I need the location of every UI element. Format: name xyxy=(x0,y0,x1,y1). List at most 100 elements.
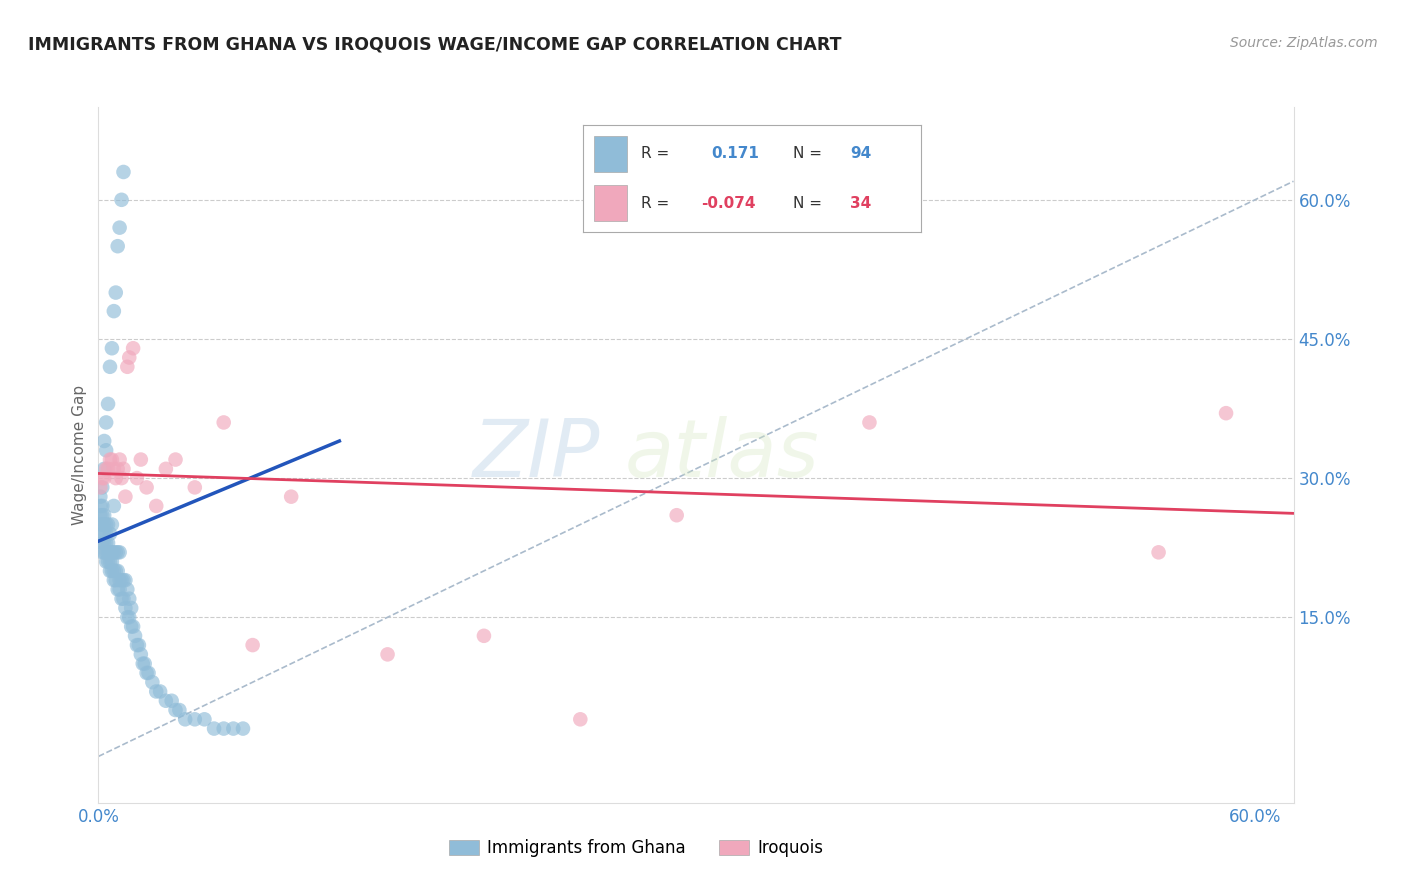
Text: N =: N = xyxy=(793,195,821,211)
Point xyxy=(98,564,121,578)
Point xyxy=(124,629,146,643)
Text: N =: N = xyxy=(793,146,821,161)
Point xyxy=(472,629,495,643)
Point xyxy=(1147,545,1170,559)
Point xyxy=(103,499,125,513)
Point xyxy=(104,573,127,587)
Point xyxy=(112,462,135,476)
Point xyxy=(122,341,145,355)
Point xyxy=(120,601,142,615)
Point xyxy=(91,545,114,559)
Point xyxy=(101,517,124,532)
Point xyxy=(91,517,114,532)
Point xyxy=(141,675,163,690)
Point xyxy=(107,239,129,253)
Point xyxy=(97,536,120,550)
Point xyxy=(280,490,302,504)
Point xyxy=(94,526,117,541)
Point xyxy=(193,712,215,726)
Point xyxy=(129,452,152,467)
Point xyxy=(128,638,150,652)
Point xyxy=(222,722,245,736)
Point xyxy=(93,536,115,550)
Text: 0.171: 0.171 xyxy=(711,146,759,161)
Point xyxy=(165,452,187,467)
Point xyxy=(93,471,115,485)
Point xyxy=(135,480,157,494)
Text: R =: R = xyxy=(641,195,669,211)
Point xyxy=(145,684,167,698)
Point xyxy=(89,508,111,523)
Point xyxy=(103,564,125,578)
Point xyxy=(149,684,172,698)
Point xyxy=(117,610,139,624)
Point xyxy=(101,341,124,355)
Point xyxy=(98,359,121,374)
Point xyxy=(103,304,125,318)
Point xyxy=(104,564,127,578)
Point xyxy=(242,638,264,652)
Text: 94: 94 xyxy=(851,146,872,161)
Point xyxy=(117,359,139,374)
Point xyxy=(94,416,117,430)
Text: IMMIGRANTS FROM GHANA VS IROQUOIS WAGE/INCOME GAP CORRELATION CHART: IMMIGRANTS FROM GHANA VS IROQUOIS WAGE/I… xyxy=(28,36,842,54)
Point xyxy=(98,526,121,541)
FancyBboxPatch shape xyxy=(593,185,627,221)
Point xyxy=(110,471,132,485)
Point xyxy=(94,517,117,532)
Point xyxy=(103,573,125,587)
Point xyxy=(91,471,114,485)
Point xyxy=(122,619,145,633)
Point xyxy=(174,712,197,726)
Point xyxy=(107,564,129,578)
Point xyxy=(89,499,111,513)
Point xyxy=(91,526,114,541)
Point xyxy=(97,397,120,411)
Point xyxy=(93,462,115,476)
Point xyxy=(134,657,156,671)
Point xyxy=(93,545,115,559)
Point xyxy=(160,694,183,708)
Point xyxy=(114,601,136,615)
Point xyxy=(89,490,111,504)
Point xyxy=(145,499,167,513)
Point xyxy=(202,722,225,736)
Point xyxy=(101,555,124,569)
Point xyxy=(112,591,135,606)
Text: R =: R = xyxy=(641,146,669,161)
Point xyxy=(107,582,129,597)
Point xyxy=(155,694,177,708)
Point xyxy=(118,351,141,365)
Point xyxy=(138,665,160,680)
Point xyxy=(94,443,117,458)
Point xyxy=(112,165,135,179)
Point xyxy=(118,591,141,606)
Point xyxy=(110,193,132,207)
Point xyxy=(108,220,131,235)
Point xyxy=(108,573,131,587)
Point xyxy=(91,499,114,513)
Point xyxy=(104,285,127,300)
Point xyxy=(101,564,124,578)
Point xyxy=(114,573,136,587)
Point xyxy=(118,610,141,624)
Point xyxy=(129,648,152,662)
Point xyxy=(120,619,142,633)
Point xyxy=(112,573,135,587)
Point xyxy=(94,545,117,559)
Point xyxy=(110,591,132,606)
Point xyxy=(107,545,129,559)
Point xyxy=(1215,406,1237,420)
Point xyxy=(135,665,157,680)
Point xyxy=(91,508,114,523)
Text: ZIP: ZIP xyxy=(472,416,600,494)
Point xyxy=(169,703,191,717)
Text: atlas: atlas xyxy=(624,416,820,494)
FancyBboxPatch shape xyxy=(593,136,627,172)
Point xyxy=(125,471,148,485)
Text: 34: 34 xyxy=(851,195,872,211)
Point xyxy=(212,722,235,736)
Point xyxy=(184,712,207,726)
Point xyxy=(212,416,235,430)
Point xyxy=(184,480,207,494)
